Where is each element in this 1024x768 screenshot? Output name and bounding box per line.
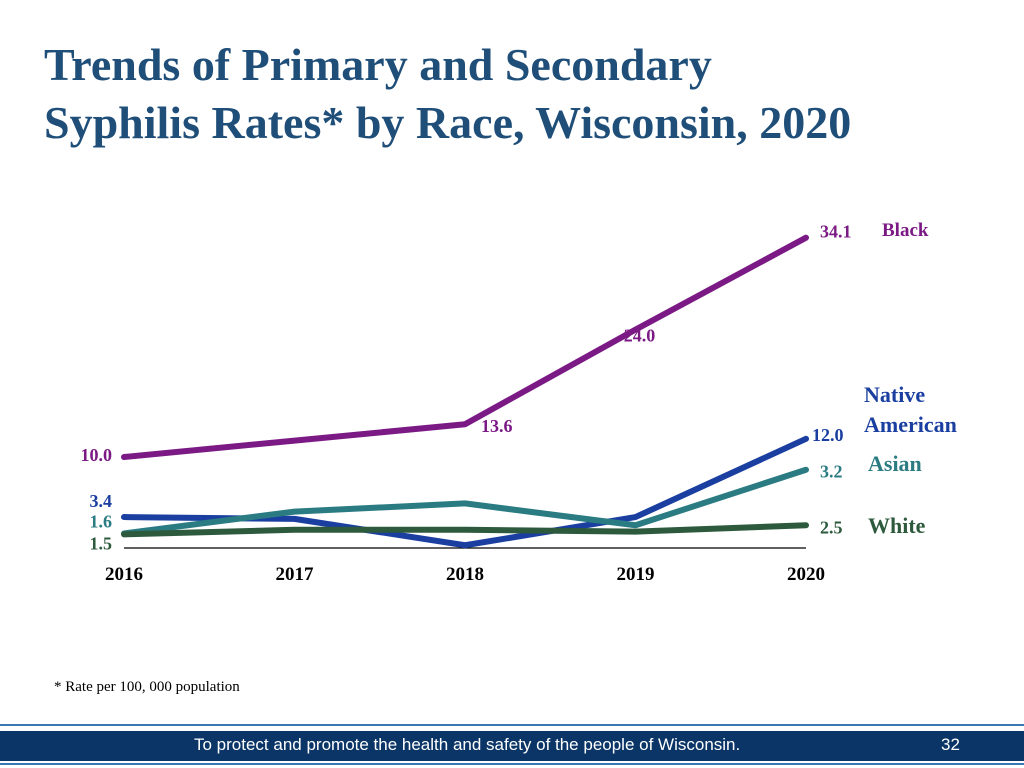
title-line-2: Syphilis Rates* by Race, Wisconsin, 2020 <box>44 97 852 148</box>
x-tick-label-2017: 2017 <box>276 564 315 585</box>
page-number: 32 <box>941 735 960 754</box>
data-label-asian-2016: 1.6 <box>90 511 113 531</box>
series-line-white <box>121 522 809 538</box>
data-label-black-2018: 13.6 <box>481 416 513 436</box>
footer-tagline: To protect and promote the health and sa… <box>194 735 741 754</box>
data-label-white-2020: 2.5 <box>820 517 843 537</box>
legend-label-white-0: White <box>868 513 926 538</box>
data-label-black-2020: 34.1 <box>820 222 852 242</box>
legend-label-asian-0: Asian <box>868 451 922 476</box>
legend-label-black-0: Black <box>882 220 929 241</box>
series-line-black <box>121 234 809 460</box>
x-tick-label-2018: 2018 <box>446 564 484 585</box>
x-tick-label-2016: 2016 <box>105 564 143 585</box>
data-label-native-american-2020: 12.0 <box>812 425 844 445</box>
data-label-white-2016: 1.5 <box>90 533 113 553</box>
footer-divider <box>0 724 1024 726</box>
x-tick-label-2019: 2019 <box>617 564 655 585</box>
footnote: * Rate per 100, 000 population <box>54 679 240 695</box>
title-line-1: Trends of Primary and Secondary <box>44 39 712 90</box>
data-label-black-2016: 10.0 <box>81 445 113 465</box>
syphilis-rates-chart: 2016 2017 2018 2019 202010.013.624.034.13.41… <box>81 220 957 585</box>
data-label-asian-2020: 3.2 <box>820 462 843 482</box>
x-tick-label-2020: 2020 <box>787 564 825 585</box>
footer-bar: To protect and promote the health and sa… <box>0 731 1024 761</box>
legend-label-native-american-1: American <box>864 412 957 437</box>
data-label-black-2019: 24.0 <box>624 326 656 346</box>
legend-label-native-american-0: Native <box>864 382 925 407</box>
slide-title: Trends of Primary and Secondary Syphilis… <box>44 36 1004 152</box>
footer-divider-bottom <box>0 763 1024 765</box>
data-label-native-american-2016: 3.4 <box>90 491 113 511</box>
series-line-asian <box>121 466 809 537</box>
